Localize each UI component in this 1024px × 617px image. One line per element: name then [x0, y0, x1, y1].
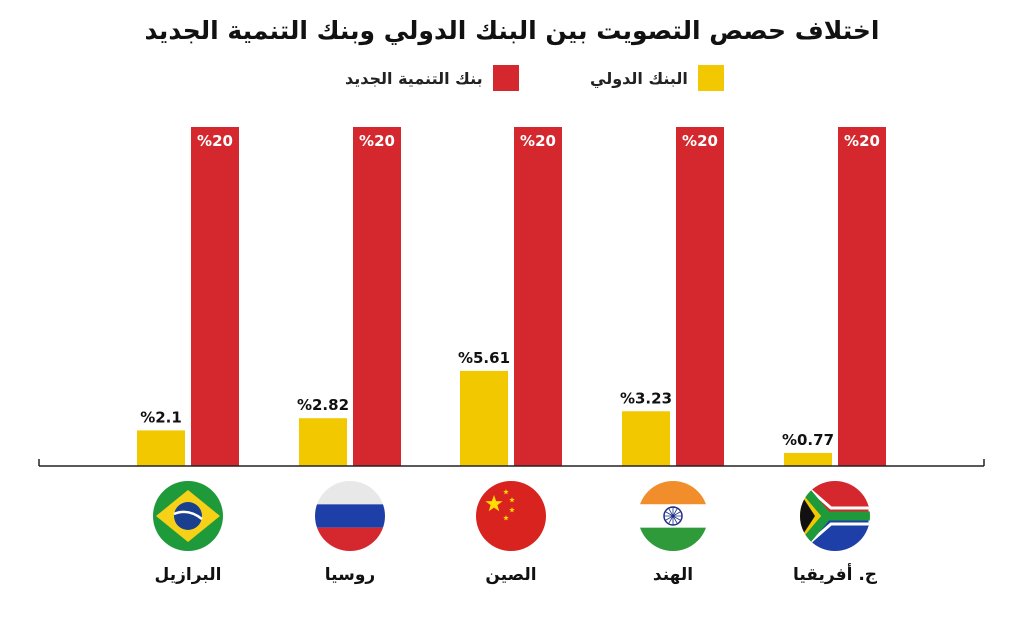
legend-swatch-world-bank [697, 65, 724, 91]
bar-ndb [353, 127, 401, 466]
data-label-ndb: %20 [520, 132, 556, 150]
bar-ndb [838, 127, 886, 466]
chart-title: اختلاف حصص التصويت بين البنك الدولي وبنك… [144, 16, 880, 45]
data-label-ndb: %20 [844, 132, 880, 150]
india-flag-icon [638, 481, 708, 551]
bar-world-bank [299, 418, 347, 466]
data-label-world-bank: %0.77 [782, 431, 834, 449]
legend-item-world-bank: البنك الدولي [590, 64, 724, 92]
data-label-world-bank: %2.82 [297, 396, 349, 414]
data-label-world-bank: %3.23 [620, 389, 672, 407]
data-label-world-bank: %2.1 [140, 408, 182, 426]
country-label: البرازيل [155, 565, 222, 585]
bar-world-bank [622, 411, 670, 466]
legend-item-ndb: بنك التنمية الجديد [345, 64, 519, 92]
data-label-ndb: %20 [682, 132, 718, 150]
bar-ndb [676, 127, 724, 466]
data-label-ndb: %20 [197, 132, 233, 150]
brazil-flag-icon [153, 481, 223, 551]
south-africa-flag-icon [800, 481, 870, 551]
russia-flag-icon [315, 481, 385, 551]
country-label: ج. أفريقيا [793, 563, 878, 585]
legend-swatch-ndb [492, 65, 519, 91]
bar-world-bank [784, 452, 832, 466]
data-label-world-bank: %5.61 [458, 349, 510, 367]
bar-world-bank [137, 430, 185, 466]
bar-ndb [514, 127, 562, 466]
legend-label-world-bank: البنك الدولي [590, 68, 688, 88]
country-label: الهند [653, 565, 693, 585]
country-label: روسيا [325, 565, 375, 585]
china-flag-icon [476, 481, 546, 551]
data-label-ndb: %20 [359, 132, 395, 150]
country-label: الصين [485, 565, 536, 585]
bar-ndb [191, 127, 239, 466]
legend-label-ndb: بنك التنمية الجديد [345, 68, 483, 88]
bar-world-bank [460, 370, 508, 466]
